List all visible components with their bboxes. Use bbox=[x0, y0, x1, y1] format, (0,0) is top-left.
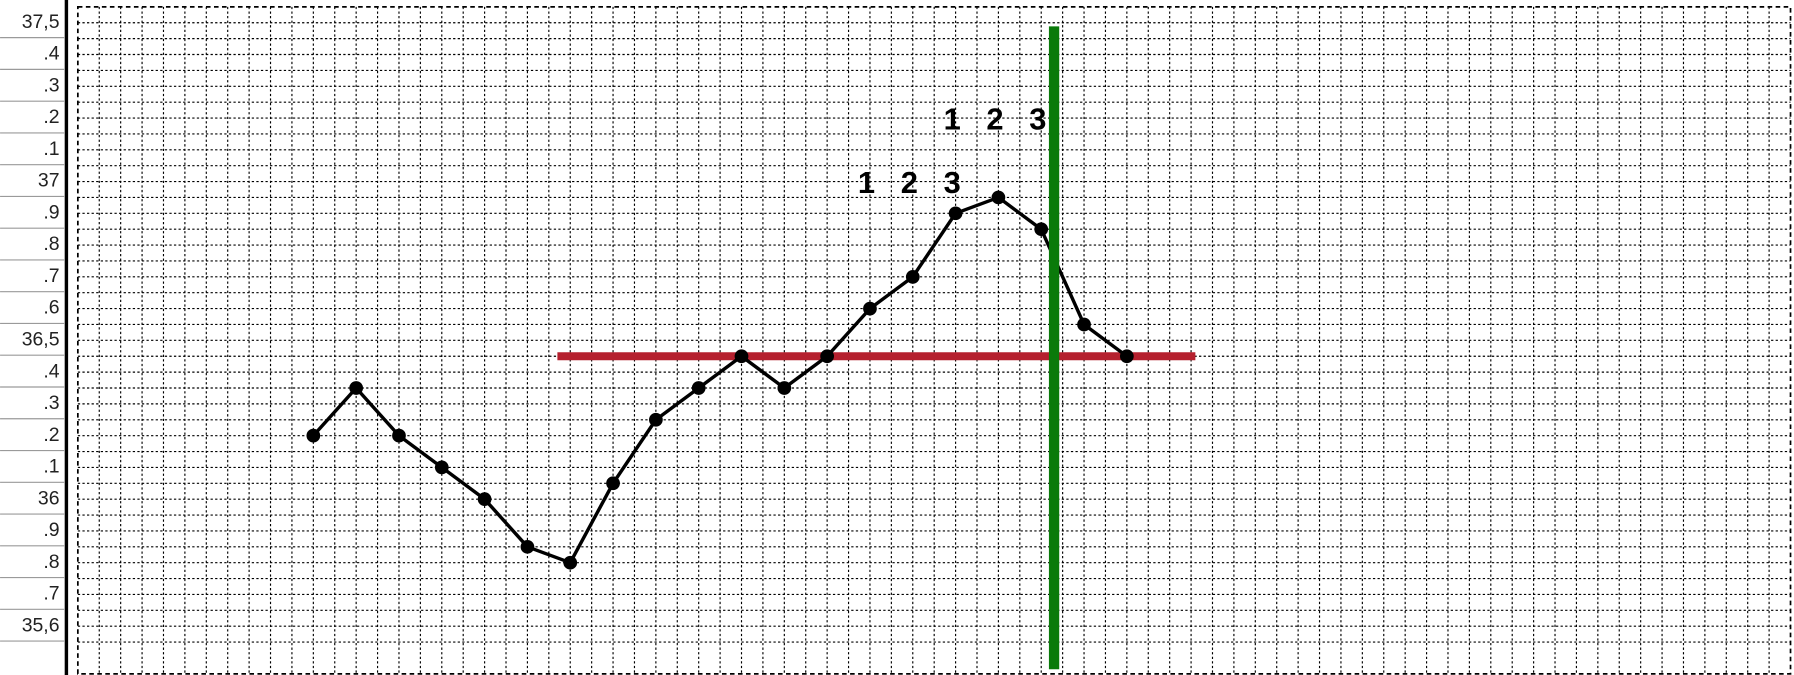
y-tick-label: .6 bbox=[43, 297, 59, 319]
y-tick-label: .3 bbox=[43, 392, 59, 414]
y-tick-label: .9 bbox=[43, 519, 59, 541]
plot-frame bbox=[76, 6, 1792, 675]
y-tick-label: .2 bbox=[43, 106, 59, 128]
y-tick-label: .8 bbox=[43, 551, 59, 573]
data-point bbox=[991, 190, 1006, 205]
data-point bbox=[905, 269, 920, 284]
data-point bbox=[434, 460, 449, 475]
y-tick-label: .4 bbox=[43, 43, 59, 65]
data-point bbox=[1119, 349, 1134, 364]
y-tick-label: .4 bbox=[43, 360, 59, 382]
data-point bbox=[477, 492, 492, 507]
annotation: 1 bbox=[944, 101, 961, 136]
annotation: 2 bbox=[986, 101, 1003, 136]
data-point bbox=[392, 428, 406, 443]
data-point bbox=[649, 412, 663, 427]
data-point bbox=[948, 206, 963, 221]
data-point bbox=[1077, 317, 1091, 332]
y-tick-label: .3 bbox=[43, 74, 59, 96]
y-tick-label: .7 bbox=[43, 265, 59, 287]
data-point bbox=[563, 555, 578, 570]
y-tick-label: .1 bbox=[43, 138, 59, 160]
y-tick-label: 37,5 bbox=[22, 11, 60, 33]
y-tick-label: 35,6 bbox=[22, 614, 60, 636]
data-point bbox=[777, 381, 792, 395]
data-point bbox=[520, 539, 535, 554]
y-tick-label: 36,5 bbox=[22, 329, 60, 351]
y-tick-label: 37 bbox=[38, 170, 60, 192]
annotation: 3 bbox=[1029, 101, 1046, 136]
data-point bbox=[1034, 222, 1049, 237]
data-point bbox=[820, 349, 835, 364]
data-point bbox=[306, 428, 321, 443]
data-point bbox=[734, 349, 749, 364]
grid bbox=[77, 6, 1791, 674]
data-point bbox=[349, 381, 364, 395]
y-tick-label: .9 bbox=[43, 201, 59, 223]
y-tick-label: 36 bbox=[38, 487, 60, 509]
y-tick-label: .7 bbox=[43, 583, 59, 605]
data-point bbox=[863, 301, 877, 316]
y-tick-label: .1 bbox=[43, 456, 59, 478]
data-line bbox=[312, 195, 1128, 565]
data-point bbox=[691, 381, 706, 395]
data-point bbox=[606, 476, 620, 491]
annotation: 2 bbox=[901, 165, 918, 200]
annotation: 1 bbox=[858, 165, 875, 200]
annotation: 3 bbox=[944, 165, 961, 200]
y-tick-label: .8 bbox=[43, 233, 59, 255]
y-tick-label: .2 bbox=[43, 424, 59, 446]
